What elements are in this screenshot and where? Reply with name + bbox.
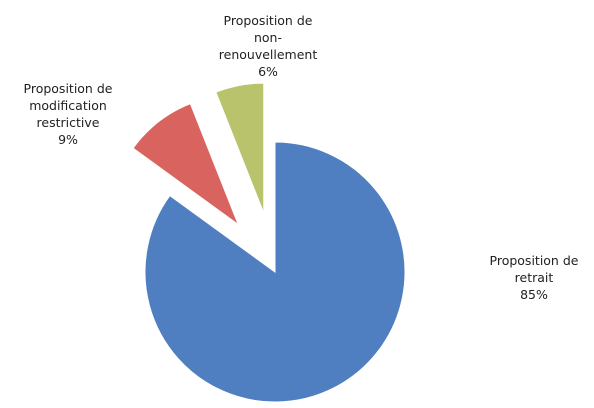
value-label: 9% bbox=[58, 132, 78, 147]
slice-label: Proposition de retrait 85% bbox=[482, 252, 586, 303]
pie-slice bbox=[215, 82, 265, 214]
slice-label: Proposition de modification restrictive 9… bbox=[8, 80, 128, 148]
category-label: Proposition de modification restrictive bbox=[23, 81, 113, 130]
value-label: 6% bbox=[258, 64, 278, 79]
slice-label: Proposition de non-renouvellement 6% bbox=[214, 12, 322, 80]
pie-slice bbox=[132, 103, 240, 227]
value-label: 85% bbox=[520, 287, 548, 302]
category-label: Proposition de retrait bbox=[489, 253, 579, 285]
pie-slice bbox=[144, 141, 406, 403]
category-label: Proposition de non-renouvellement bbox=[218, 13, 318, 62]
